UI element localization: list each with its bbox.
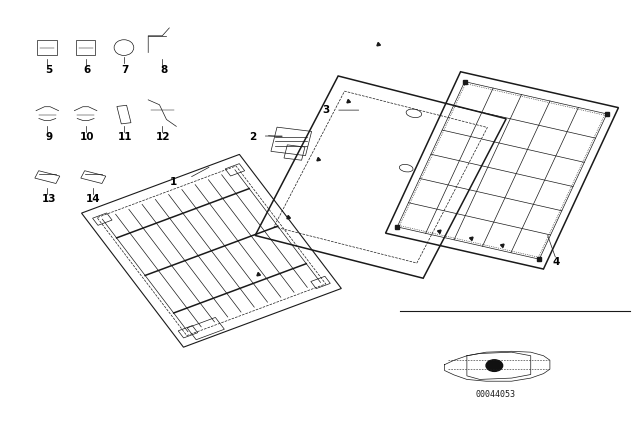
Text: 4: 4	[552, 257, 560, 267]
Circle shape	[486, 360, 502, 371]
Text: 13: 13	[42, 194, 56, 204]
Text: 5: 5	[45, 65, 52, 75]
Text: 00044053: 00044053	[476, 390, 516, 399]
Text: 9: 9	[45, 132, 52, 142]
Text: 14: 14	[86, 194, 100, 204]
Text: 1: 1	[170, 177, 177, 186]
Text: 10: 10	[79, 132, 94, 142]
Text: 7: 7	[122, 65, 129, 75]
Text: 12: 12	[156, 132, 171, 142]
Text: 3: 3	[323, 105, 330, 115]
Text: 6: 6	[83, 65, 90, 75]
Text: 8: 8	[160, 65, 167, 75]
Text: 2: 2	[250, 132, 257, 142]
Text: 11: 11	[118, 132, 132, 142]
